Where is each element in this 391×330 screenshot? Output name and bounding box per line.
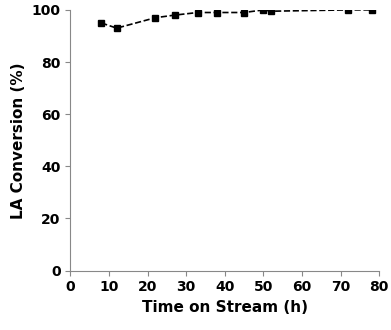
X-axis label: Time on Stream (h): Time on Stream (h) bbox=[142, 300, 308, 315]
Y-axis label: LA Conversion (%): LA Conversion (%) bbox=[11, 62, 26, 218]
